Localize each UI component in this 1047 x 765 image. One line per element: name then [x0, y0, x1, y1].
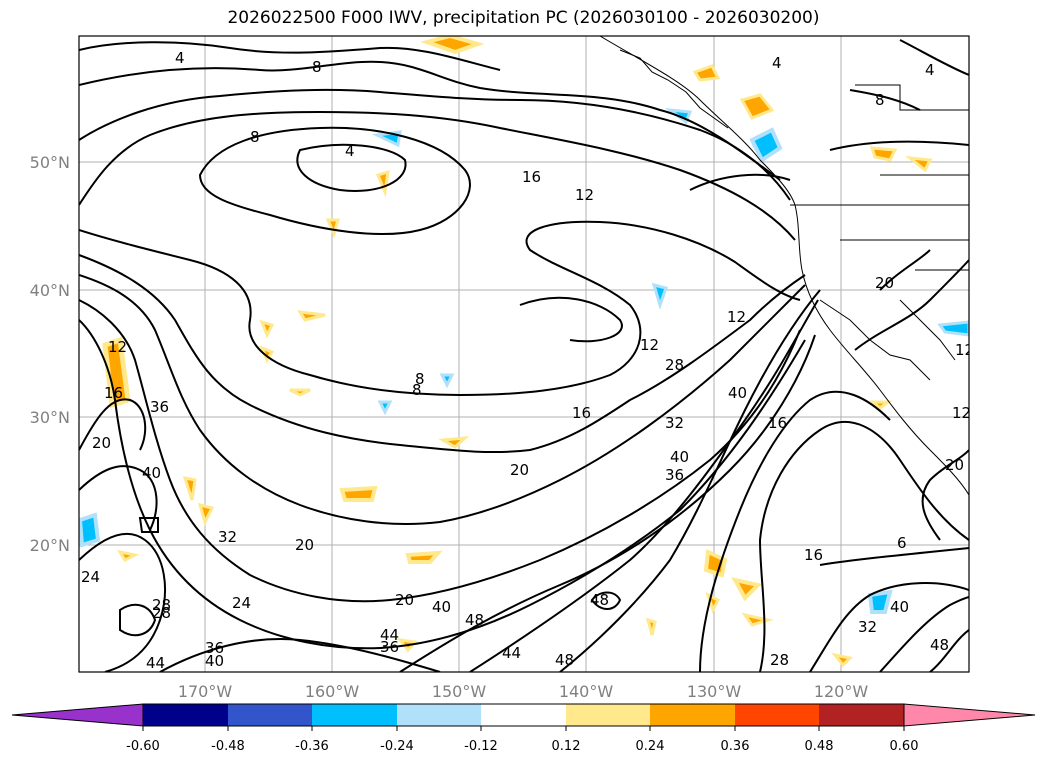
colorbar-label: 0.36	[721, 739, 750, 754]
colorbar-extend-high	[903, 703, 1036, 727]
contour-label: 28	[665, 356, 684, 374]
colorbar-segment	[397, 704, 481, 726]
contour-label: 4	[772, 54, 782, 72]
contour-label: 8	[875, 91, 885, 109]
contour-label: 28	[152, 596, 171, 614]
lon-label-130w: 130°W	[687, 682, 742, 701]
contour-label: 40	[432, 598, 451, 616]
lat-label-40n: 40°N	[30, 281, 70, 300]
contour-label: 48	[590, 591, 609, 609]
lat-label-30n: 30°N	[30, 408, 70, 427]
contour-label: 16	[768, 414, 787, 432]
contour-label: 36	[205, 639, 224, 657]
contour-labels: 4 8 8 4 4 4 8 16 12 12 12 8 16 20 28 32 …	[81, 49, 974, 672]
colorbar: -0.60 -0.48 -0.36 -0.24 -0.12 0.12 0.24 …	[11, 703, 1036, 754]
colorbar-segment	[566, 704, 650, 726]
colorbar-label: -0.12	[464, 739, 498, 754]
iwv-contours	[79, 39, 969, 672]
contour-label: 20	[945, 456, 964, 474]
lon-label-150w: 150°W	[432, 682, 487, 701]
colorbar-label: -0.60	[126, 739, 160, 754]
contour-label: 48	[930, 636, 949, 654]
colorbar-label: 0.12	[552, 739, 581, 754]
lat-label-50n: 50°N	[30, 153, 70, 172]
colorbar-label: -0.36	[295, 739, 329, 754]
colorbar-extend-low	[11, 703, 144, 727]
contour-label: 32	[665, 414, 684, 432]
contour-label: 40	[670, 448, 689, 466]
colorbar-segment	[819, 704, 904, 726]
contour-label: 32	[218, 528, 237, 546]
contour-label: 36	[380, 638, 399, 656]
contour-label: 8	[250, 128, 260, 146]
colorbar-segment	[312, 704, 397, 726]
contour-label: 36	[665, 466, 684, 484]
contour-label: 12	[727, 308, 746, 326]
contour-label: 8	[312, 58, 322, 76]
colorbar-label: 0.24	[636, 739, 665, 754]
contour-label: 16	[522, 168, 541, 186]
colorbar-segment	[650, 704, 735, 726]
lon-label-160w: 160°W	[305, 682, 360, 701]
map-frame	[78, 35, 970, 673]
graticule	[79, 36, 969, 672]
contour-label: 24	[232, 594, 251, 612]
contour-label: 20	[510, 461, 529, 479]
lon-label-170w: 170°W	[178, 682, 233, 701]
contour-label: 44	[502, 644, 521, 662]
contour-label: 6	[897, 534, 907, 552]
contour-label: 28	[770, 651, 789, 669]
contour-label: 12	[955, 341, 974, 359]
contour-label: 16	[804, 546, 823, 564]
contour-label: 20	[395, 591, 414, 609]
colorbar-label: -0.48	[211, 739, 245, 754]
longitude-ticks: 170°W 160°W 150°W 140°W 130°W 120°W	[178, 682, 869, 701]
contour-label: 20	[875, 274, 894, 292]
contour-label: 24	[81, 568, 100, 586]
contour-label: 40	[890, 598, 909, 616]
colorbar-segment	[228, 704, 312, 726]
contour-label: 12	[108, 338, 127, 356]
contour-label: 48	[465, 611, 484, 629]
contour-label: 12	[640, 336, 659, 354]
contour-label: 40	[205, 652, 224, 670]
contour-label: 36	[150, 398, 169, 416]
contour-label: 4	[925, 61, 935, 79]
colorbar-label: 0.60	[890, 739, 919, 754]
contour-label: 12	[575, 186, 594, 204]
lat-label-20n: 20°N	[30, 536, 70, 555]
contour-label: 40	[728, 384, 747, 402]
contour-label: 16	[572, 404, 591, 422]
contour-label: 44	[146, 654, 165, 672]
map-title: 2026022500 F000 IWV, precipitation PC (2…	[227, 8, 820, 28]
coastlines	[599, 36, 969, 496]
colorbar-label: -0.24	[380, 739, 414, 754]
lon-label-140w: 140°W	[559, 682, 614, 701]
contour-label: 8	[415, 370, 425, 388]
contour-label: 8	[412, 381, 422, 399]
map-background	[79, 36, 969, 672]
contour-label: 32	[858, 618, 877, 636]
colorbar-segment	[735, 704, 819, 726]
colorbar-segment	[481, 704, 566, 726]
contour-label: 28	[152, 604, 171, 622]
latitude-ticks: 50°N 40°N 30°N 20°N	[30, 153, 70, 555]
map-content: 4 8 8 4 4 4 8 16 12 12 12 8 16 20 28 32 …	[79, 36, 974, 672]
contour-label: 20	[92, 434, 111, 452]
lon-label-120w: 120°W	[814, 682, 869, 701]
contour-label: 12	[952, 404, 971, 422]
contour-label: 4	[345, 142, 355, 160]
contour-label: 44	[380, 626, 399, 644]
contour-label: 40	[142, 464, 161, 482]
colorbar-segment	[143, 704, 228, 726]
colorbar-label: 0.48	[805, 739, 834, 754]
contour-label: 4	[175, 49, 185, 67]
contour-label: 20	[295, 536, 314, 554]
contour-label: 48	[555, 651, 574, 669]
contour-label: 16	[104, 384, 123, 402]
